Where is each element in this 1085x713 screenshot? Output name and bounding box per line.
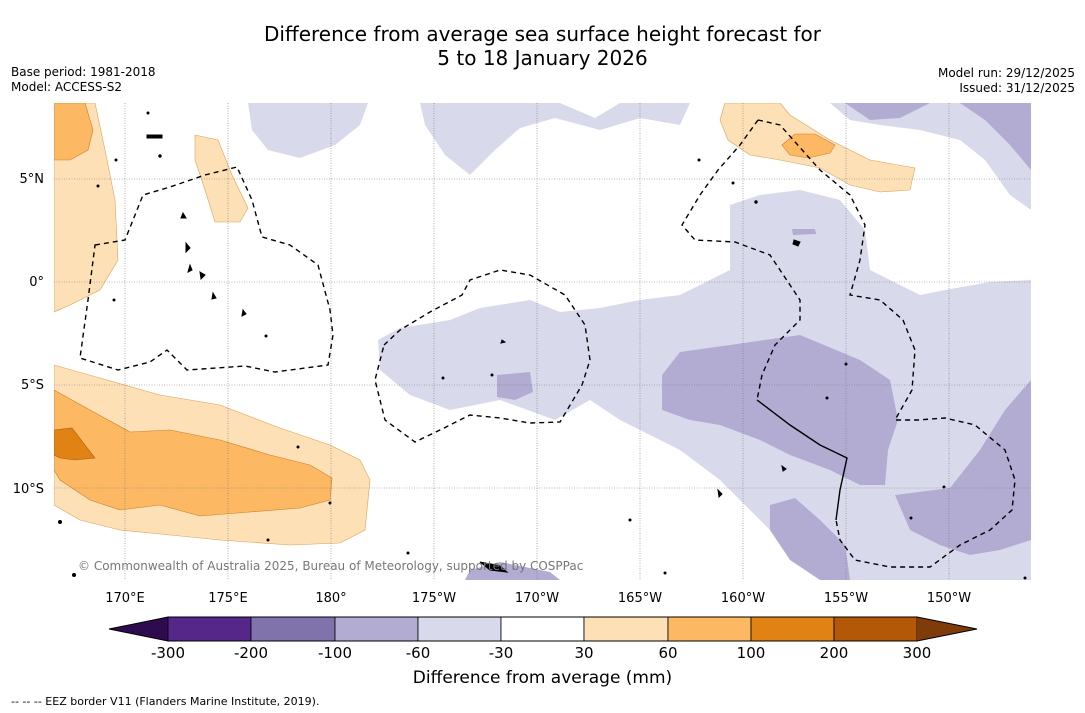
lat-label-10s: 10°S (13, 482, 44, 497)
issued-date: Issued: 31/12/2025 (959, 81, 1075, 95)
anomaly-region (792, 229, 816, 235)
anomaly-region (194, 134, 249, 223)
lat-label-5s: 5°S (21, 378, 44, 393)
lon-label-165w: 165°W (618, 591, 662, 606)
colorbar-tick-neg300: -300 (151, 644, 185, 662)
lon-axis: 170°E 175°E 180° 175°W 170°W 165°W 160°W… (105, 591, 971, 606)
anomaly-region (420, 103, 690, 175)
anomaly-region (248, 103, 368, 158)
lon-label-175w: 175°W (412, 591, 456, 606)
colorbar-bin-30 (583, 616, 669, 642)
lon-label-170w: 170°W (515, 591, 559, 606)
anomaly-region (960, 103, 1031, 170)
anomaly-region (54, 389, 333, 517)
copyright-text: © Commonwealth of Australia 2025, Bureau… (78, 559, 583, 573)
map-area: © Commonwealth of Australia 2025, Bureau… (54, 103, 1031, 580)
colorbar-tick-60: 60 (658, 644, 677, 662)
anomaly-100-200 (54, 427, 96, 461)
colorbar-bin-200 (833, 616, 918, 642)
lon-label-155w: 155°W (824, 591, 868, 606)
colorbar-tick-100: 100 (737, 644, 766, 662)
base-period: Base period: 1981-2018 (11, 65, 156, 79)
anomaly-region (497, 372, 533, 400)
colorbar-extend-max (917, 617, 977, 641)
colorbar: -300 -200 -100 -60 -30 30 60 100 200 300 (108, 616, 978, 662)
anomaly-60-100 (54, 103, 836, 517)
anomaly-region (781, 133, 836, 159)
eez-footnote: -- -- -- EEZ border V11 (Flanders Marine… (11, 695, 320, 708)
lat-label-0: 0° (29, 275, 44, 290)
colorbar-bin-neg300 (167, 616, 252, 642)
colorbar-title: Difference from average (mm) (412, 668, 673, 688)
colorbar-tick-neg30: -30 (489, 644, 514, 662)
anomaly-region (830, 103, 1031, 210)
anomaly-region (662, 335, 898, 485)
model-run: Model run: 29/12/2025 (937, 66, 1075, 80)
colorbar-tick-300: 300 (903, 644, 932, 662)
colorbar-bin-neg200 (250, 616, 336, 642)
eez-border-solid (756, 399, 848, 521)
gridlines (54, 103, 1031, 580)
title-line-2: 5 to 18 January 2026 (437, 46, 648, 70)
colorbar-bin-neg30 (500, 616, 585, 642)
colorbar-tick-neg200: -200 (234, 644, 268, 662)
anomaly-region (770, 498, 850, 580)
anomaly-region (54, 103, 94, 161)
colorbar-tick-neg60: -60 (406, 644, 431, 662)
lon-label-180: 180° (315, 591, 346, 606)
lat-label-5n: 5°N (20, 172, 45, 187)
lon-label-170e: 170°E (105, 591, 145, 606)
anomaly-region (895, 380, 1031, 555)
islands (58, 111, 1027, 580)
lon-label-150w: 150°W (927, 591, 971, 606)
title-line-1: Difference from average sea surface heig… (263, 22, 822, 46)
meta-left: Base period: 1981-2018 Model: ACCESS-S2 (11, 65, 156, 95)
chart-title: Difference from average sea surface heig… (0, 22, 1085, 70)
meta-right: Model run: 29/12/2025 Issued: 31/12/2025 (938, 66, 1075, 96)
anomaly-region (845, 103, 930, 120)
colorbar-bin-100 (750, 616, 835, 642)
colorbar-bin-neg100 (334, 616, 419, 642)
anomaly-neg100-neg60 (465, 103, 1031, 580)
colorbar-tick-200: 200 (820, 644, 849, 662)
lon-label-175e: 175°E (208, 591, 248, 606)
lat-axis: 5°N 0° 5°S 10°S (13, 172, 44, 497)
colorbar-outline (108, 616, 978, 642)
colorbar-bin-neg60 (417, 616, 502, 642)
eez-borders (79, 119, 1016, 568)
colorbar-bin-60 (667, 616, 752, 642)
model-name: Model: ACCESS-S2 (11, 80, 123, 94)
colorbar-tick-30: 30 (574, 644, 593, 662)
colorbar-tick-neg100: -100 (318, 644, 352, 662)
lon-label-160w: 160°W (721, 591, 765, 606)
colorbar-extend-min (109, 617, 168, 641)
anomaly-region (54, 427, 96, 461)
